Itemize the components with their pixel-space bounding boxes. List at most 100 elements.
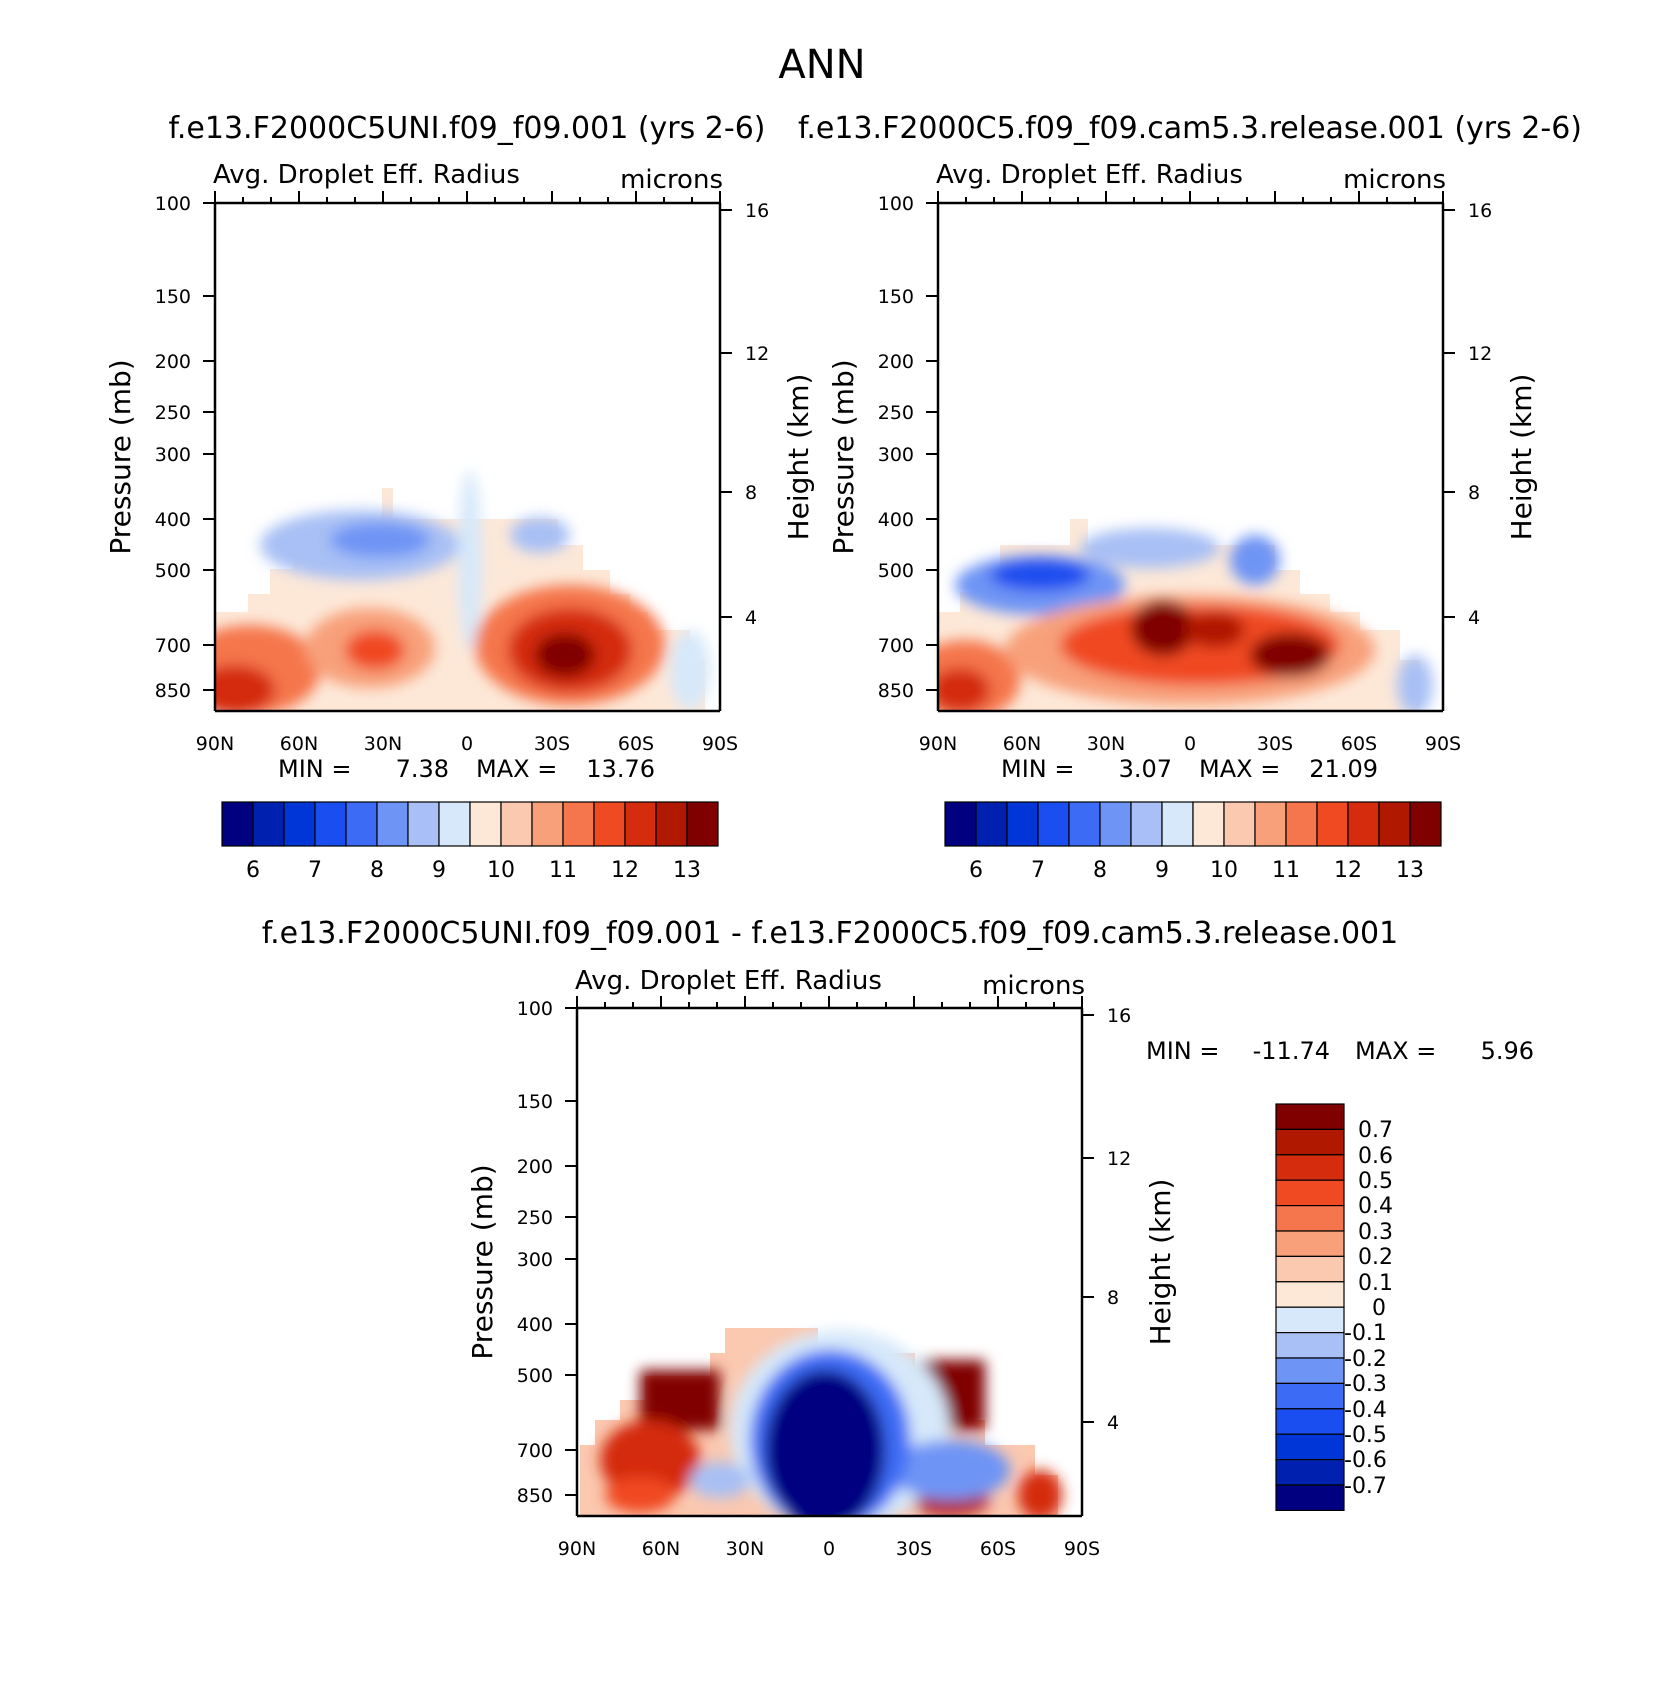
colorbar-label: 9 (432, 858, 446, 883)
colorbar-box (1275, 1433, 1345, 1461)
x-tick-label: 0 (1184, 733, 1196, 755)
colorbar-box (1275, 1179, 1345, 1207)
x-tick-label: 90S (1425, 733, 1461, 755)
min-value: 3.07 (1119, 755, 1172, 783)
colorbar-label: 11 (549, 858, 577, 883)
colorbar-box (593, 801, 626, 847)
contour-field (580, 1328, 1062, 1516)
variable-label: Avg. Droplet Eff. Radius (213, 160, 520, 190)
y2-tick-label: 12 (1468, 343, 1492, 365)
colorbar-label: 12 (611, 858, 639, 883)
blob-cool-sh-edge (1397, 655, 1433, 711)
x-tick-label: 30S (896, 1538, 932, 1560)
ticks-top (937, 191, 1444, 203)
colorbar-box (1275, 1357, 1345, 1384)
colorbar-box (407, 801, 440, 847)
colorbar-box (1254, 801, 1287, 847)
variable-label: Avg. Droplet Eff. Radius (575, 966, 882, 996)
blob-cool-upper-nh-core (990, 559, 1090, 591)
colorbar-box (975, 801, 1008, 847)
x-tick-label: 90N (196, 733, 234, 755)
colorbar-box (1275, 1382, 1345, 1410)
y-tick-label: 150 (517, 1091, 553, 1113)
x-tick-label: 30N (726, 1538, 764, 1560)
x-tick-labels: 90N 60N 30N 0 30S 60S 90S (558, 1538, 1100, 1560)
colorbar-box (1275, 1458, 1345, 1486)
colorbar-box (1275, 1331, 1345, 1359)
colorbar-label: 0.4 (1358, 1194, 1393, 1219)
colorbar-labels: 0.7 0.6 0.5 0.4 0.3 0.2 0.1 0 -0.1 -0.2 … (1344, 1118, 1393, 1499)
x-tick-label: 60N (280, 733, 318, 755)
colorbar-label: 10 (487, 858, 515, 883)
colorbar-label: -0.7 (1344, 1474, 1387, 1499)
ticks-left (565, 1007, 577, 1496)
x-tick-label: 30S (534, 733, 570, 755)
y-tick-label: 250 (878, 402, 914, 424)
x-tick-labels: 90N 60N 30N 0 30S 60S 90S (919, 733, 1461, 755)
y-tick-label: 250 (517, 1207, 553, 1229)
units-label: microns (1343, 165, 1446, 195)
y2-tick-label: 4 (1468, 607, 1480, 629)
colorbar-label: 9 (1155, 858, 1169, 883)
colorbar-label: 12 (1334, 858, 1362, 883)
y-tick-label: 400 (878, 509, 914, 531)
y-tick-label: 100 (517, 998, 553, 1020)
colorbar-box (1192, 801, 1225, 847)
y-tick-label: 700 (517, 1440, 553, 1462)
y-tick-label: 300 (155, 444, 191, 466)
ticks-left (926, 202, 938, 691)
colorbar-box (1275, 1408, 1345, 1435)
x-tick-label: 60S (1341, 733, 1377, 755)
colorbar-box (1409, 801, 1442, 847)
y2-tick-labels: 16 12 8 4 (745, 200, 769, 629)
y2-tick-label: 16 (1107, 1005, 1131, 1027)
y2-tick-label: 4 (745, 607, 757, 629)
blob-warm-sh-core (1250, 633, 1330, 677)
y2-tick-label: 12 (745, 343, 769, 365)
colorbar-box (469, 801, 502, 847)
colorbar-box (376, 801, 409, 847)
panel-top-right: f.e13.F2000C5.f09_f09.cam5.3.release.001… (798, 111, 1582, 883)
blob-cool-nh-low (690, 1462, 750, 1498)
ticks-left (203, 202, 215, 691)
colorbar-box (1006, 801, 1039, 847)
blob-warm-mid-core (1185, 612, 1245, 648)
x-tick-label: 30S (1257, 733, 1293, 755)
contour-field (938, 519, 1433, 711)
y-axis-label: Pressure (mb) (466, 1164, 499, 1359)
colorbar-label: -0.5 (1344, 1423, 1387, 1448)
blob-cool-upper-sh (510, 517, 570, 553)
y-tick-label: 250 (155, 402, 191, 424)
colorbar-label: 0.3 (1358, 1220, 1393, 1245)
y-tick-label: 500 (878, 560, 914, 582)
colorbar (944, 801, 1442, 847)
colorbar-box (944, 801, 977, 847)
max-label: MAX = (476, 755, 557, 783)
colorbar-label: 0 (1372, 1296, 1386, 1321)
x-tick-label: 30N (364, 733, 402, 755)
contour-field (215, 470, 710, 711)
panel-title: f.e13.F2000C5UNI.f09_f09.001 (yrs 2-6) (169, 111, 766, 146)
colorbar-label: 13 (673, 858, 701, 883)
x-tick-label: 60N (642, 1538, 680, 1560)
min-label: MIN = (278, 755, 351, 783)
colorbar-label: 11 (1272, 858, 1300, 883)
panel-bottom-difference: f.e13.F2000C5UNI.f09_f09.001 - f.e13.F20… (262, 916, 1534, 1560)
x-tick-label: 60S (980, 1538, 1016, 1560)
colorbar-box (1275, 1204, 1345, 1232)
y-tick-label: 850 (517, 1485, 553, 1507)
ticks-top (576, 996, 1083, 1008)
field-blobs (938, 528, 1433, 711)
figure-title: ANN (778, 42, 865, 88)
y2-tick-label: 8 (745, 482, 757, 504)
y-tick-label: 400 (517, 1314, 553, 1336)
blob-warm-eq-core (1131, 600, 1195, 656)
y-tick-label: 200 (878, 351, 914, 373)
blob-cool-sh-edge (670, 630, 710, 710)
blob-cool-upper-nh-core (330, 522, 430, 558)
ticks-right (1443, 209, 1455, 618)
field-blobs (215, 470, 710, 711)
blob-warm-sh-core (535, 633, 595, 677)
colorbar-label: -0.2 (1344, 1347, 1387, 1372)
